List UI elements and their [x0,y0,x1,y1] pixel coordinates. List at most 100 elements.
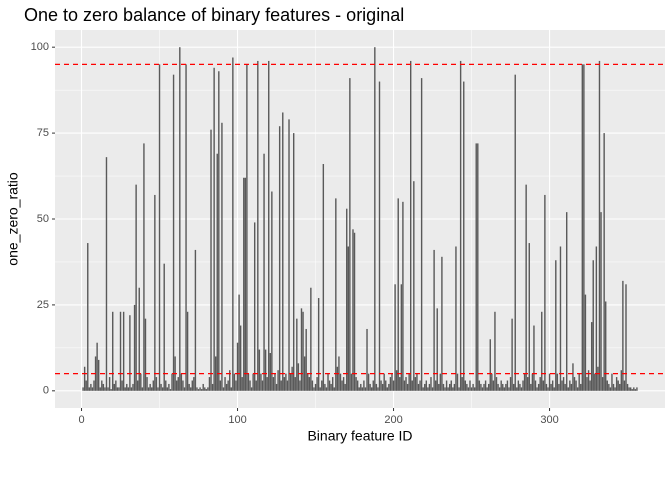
bar [185,64,187,391]
bar [436,308,438,391]
bar [559,246,562,391]
bar [533,325,535,391]
bar [531,373,534,391]
bar [634,389,637,391]
bar [144,318,147,391]
x-axis-title: Binary feature ID [307,428,412,444]
bar [255,380,257,391]
bar [603,133,605,391]
bar [378,81,381,391]
bar [297,363,300,391]
bar [512,383,515,391]
x-tick-label: 200 [384,414,402,426]
bar [519,383,521,391]
bar [403,380,406,391]
bar [296,318,298,391]
bar [514,74,516,391]
bar [147,387,150,391]
bar [266,377,268,391]
bar [584,294,587,391]
bar [339,373,342,391]
bar [83,366,86,391]
bar [386,387,389,391]
bar [619,383,621,391]
bar [411,380,413,391]
bar [210,129,212,391]
bar [235,380,237,391]
bar [467,387,470,391]
bar [570,383,573,391]
bar [292,133,295,391]
bar [277,370,279,391]
bar [481,387,484,391]
bar [268,60,270,391]
bar [595,246,598,391]
bar [633,387,635,391]
chart-title: One to zero balance of binary features -… [24,5,404,25]
bar [307,373,309,391]
bar [121,380,123,391]
bar [587,370,590,391]
bar [113,383,115,391]
bar [358,387,360,391]
bar [626,383,629,391]
bar [110,389,112,391]
bar [447,387,449,391]
bar [151,387,153,391]
bar [551,380,554,391]
y-tick-label: 75 [37,127,49,139]
bar [525,184,527,391]
bar [169,389,172,391]
bar [180,373,183,391]
bar [459,60,462,391]
bar [324,383,326,391]
bar [425,380,428,391]
bar [458,387,460,391]
bar [470,387,473,391]
bar [553,387,555,391]
bar [528,243,530,391]
bar [380,380,382,391]
bar [360,383,362,391]
bar [321,380,323,391]
x-tick-label: 0 [78,414,84,426]
bar [285,373,287,391]
bar [261,380,264,391]
bar [417,383,420,391]
bar [291,366,293,391]
bar [488,383,490,391]
y-tick-label: 100 [31,41,49,53]
bar [96,342,98,391]
bar [498,387,501,391]
bar [544,194,546,391]
bar [342,377,345,391]
bar [229,370,231,391]
bar [275,383,278,391]
bar [236,342,239,391]
bar [463,81,465,391]
bar [186,311,189,391]
bar [489,339,491,391]
bar [400,284,403,391]
bar [258,349,261,391]
bar [453,383,456,391]
bar [502,383,504,391]
bar [556,373,559,391]
bar [445,380,448,391]
bar [377,387,379,391]
bar [381,383,384,391]
bar [249,380,251,391]
bar [211,383,214,391]
bar [157,387,159,391]
bar [197,389,200,391]
bar [506,380,509,391]
bar [280,380,282,391]
bar [294,377,296,391]
bar [428,383,431,391]
bar [586,377,588,391]
bar [130,387,133,391]
bar [503,387,506,391]
bar [605,301,607,391]
bar [442,383,445,391]
bar [302,311,304,391]
